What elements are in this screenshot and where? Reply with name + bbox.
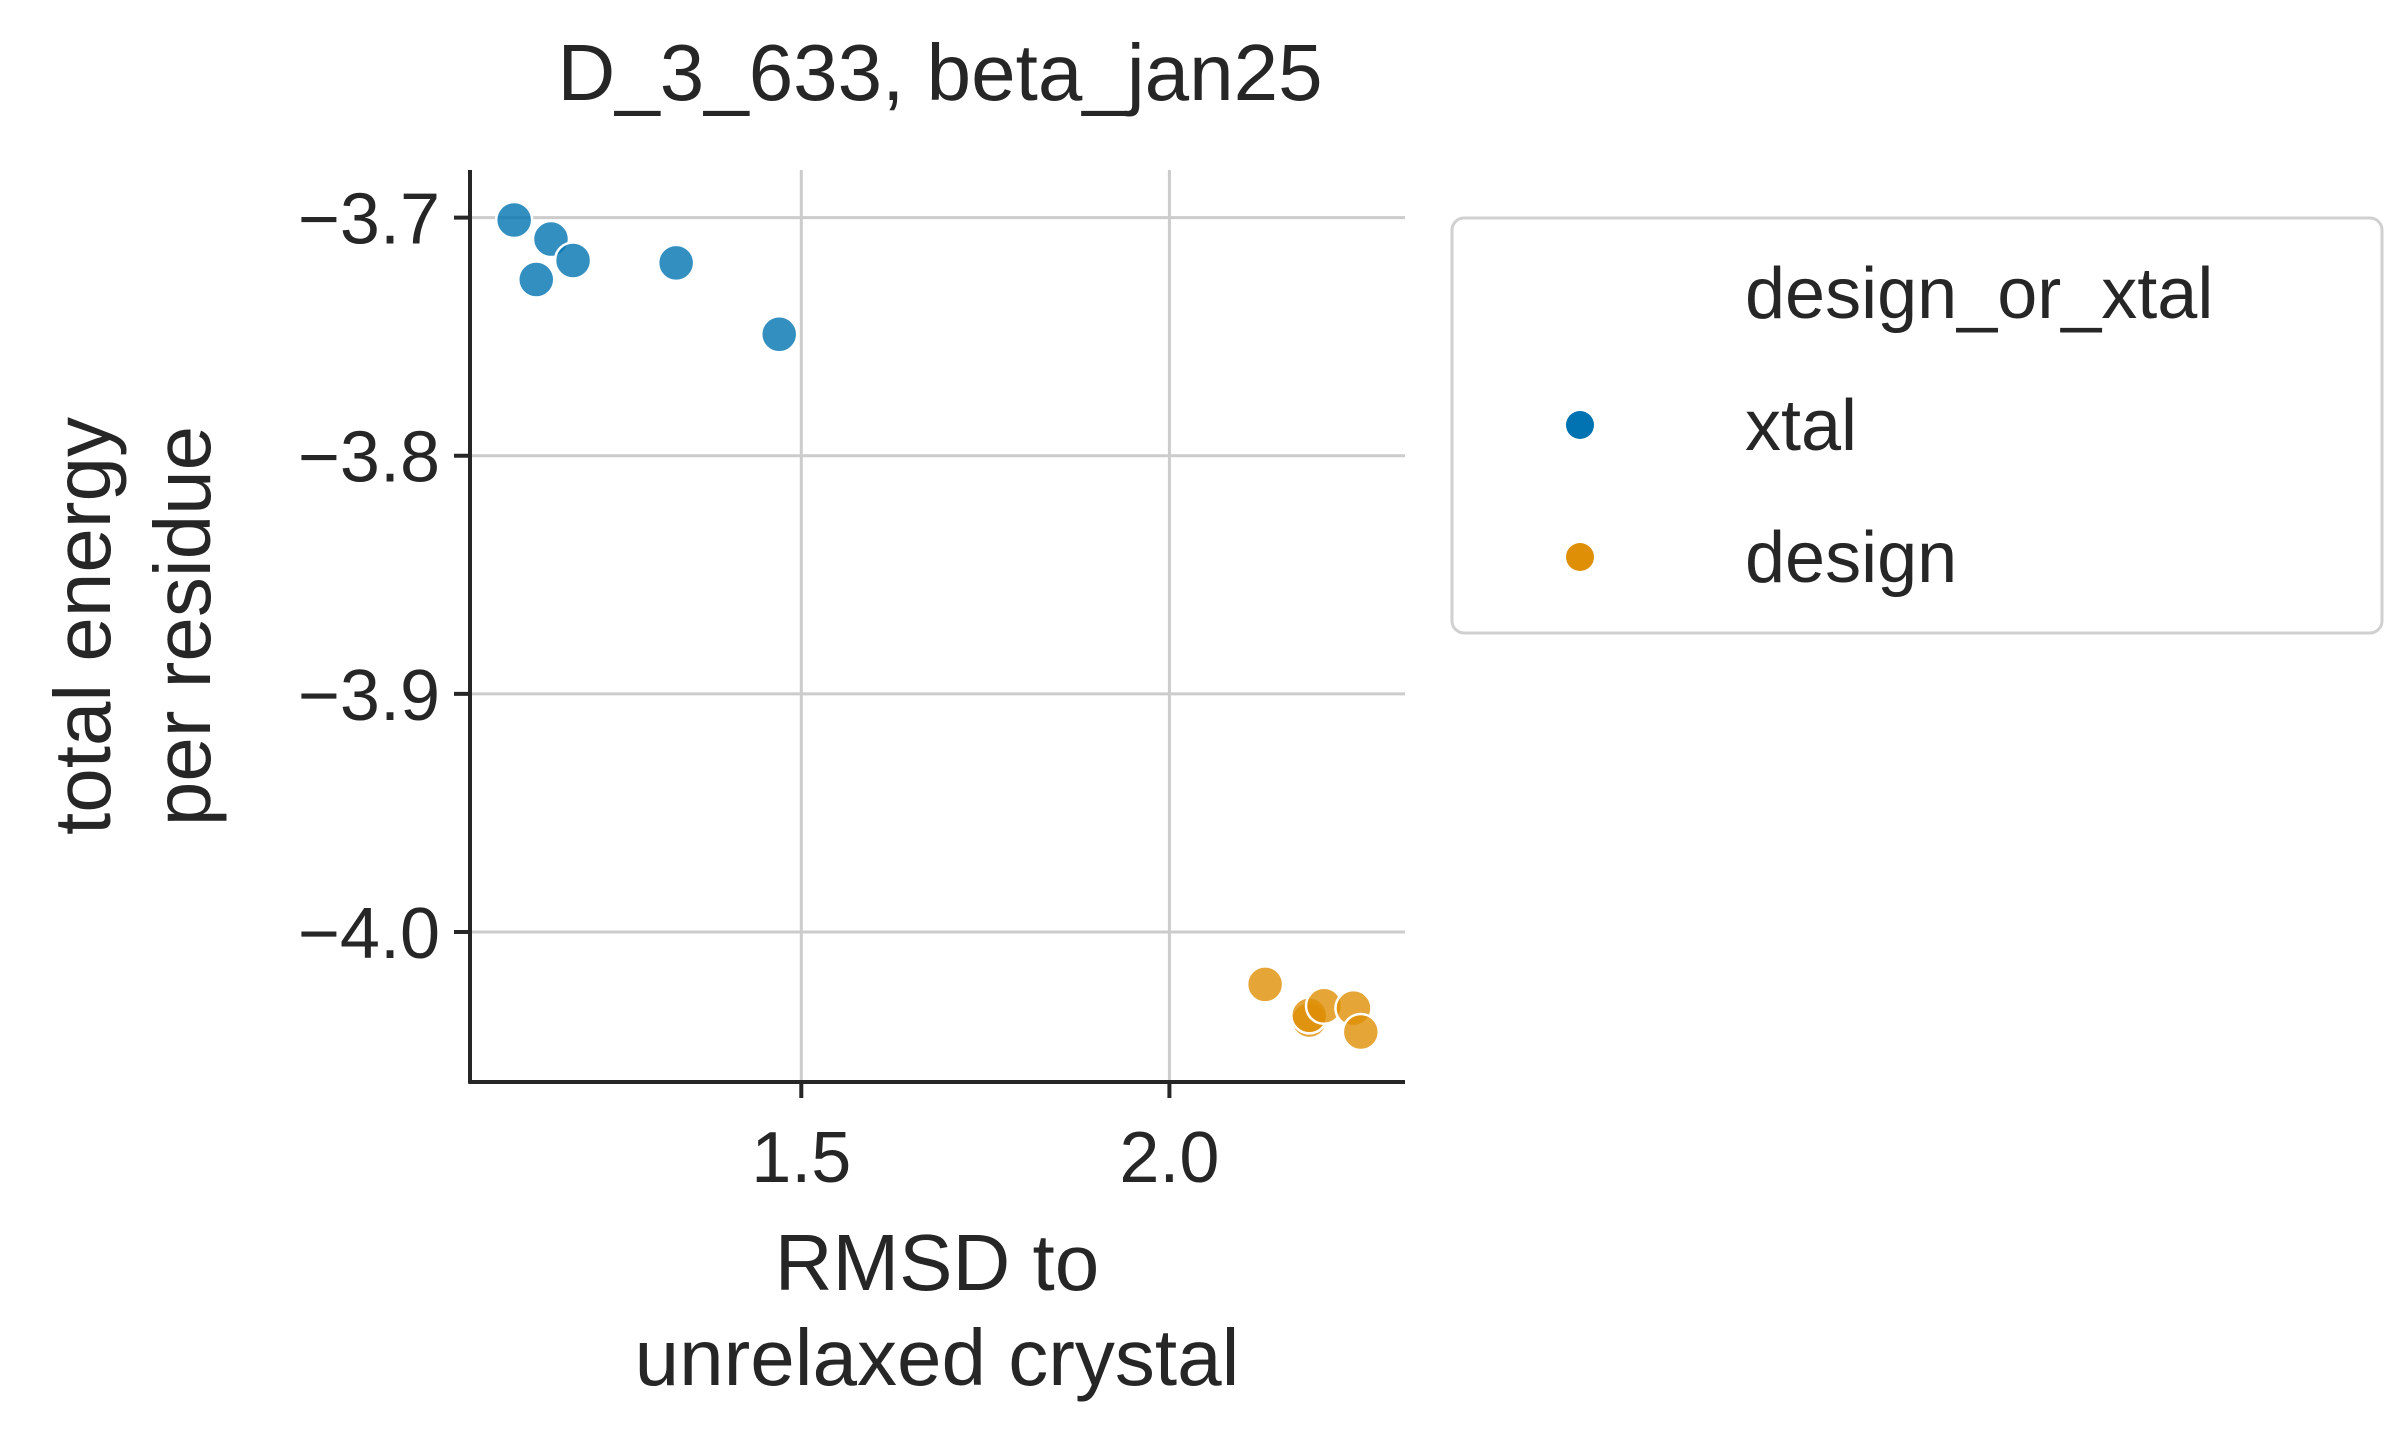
y-axis-label: total energy per residue bbox=[38, 417, 227, 835]
y-tick-label-3: −4.0 bbox=[298, 894, 440, 974]
x-tick-label-1: 2.0 bbox=[1119, 1118, 1219, 1198]
legend-title: design_or_xtal bbox=[1745, 254, 2213, 334]
point-xtal-5 bbox=[759, 315, 799, 354]
x-axis-label-line-0: RMSD to bbox=[775, 1218, 1100, 1307]
y-tick-label-0: −3.7 bbox=[298, 180, 440, 260]
point-xtal-2 bbox=[517, 260, 556, 299]
legend-label-xtal: xtal bbox=[1745, 386, 1857, 466]
point-xtal-3 bbox=[553, 241, 593, 280]
chart-title: D_3_633, beta_jan25 bbox=[557, 28, 1322, 117]
tick-labels: 1.5 2.0 −3.7 −3.8 −3.9 −4.0 bbox=[298, 180, 1220, 1198]
y-tick-label-2: −3.9 bbox=[298, 656, 440, 736]
point-xtal-4 bbox=[656, 243, 696, 283]
y-axis-label-line-0: total energy bbox=[38, 417, 127, 835]
legend-label-design: design bbox=[1745, 518, 1957, 598]
x-axis-label-line-1: unrelaxed crystal bbox=[635, 1313, 1240, 1402]
point-design-5 bbox=[1341, 1012, 1381, 1052]
y-axis-label-line-1: per residue bbox=[138, 426, 227, 826]
axes bbox=[454, 170, 1405, 1098]
legend-marker-design bbox=[1566, 543, 1594, 571]
legend-box bbox=[1450, 216, 2384, 635]
grid-lines bbox=[470, 170, 1405, 1082]
point-design-0 bbox=[1245, 965, 1285, 1004]
legend-marker-xtal bbox=[1566, 411, 1594, 439]
y-tick-label-1: −3.8 bbox=[298, 418, 440, 498]
x-tick-label-0: 1.5 bbox=[751, 1118, 851, 1198]
data-points bbox=[494, 200, 1381, 1052]
point-xtal-0 bbox=[494, 200, 534, 240]
